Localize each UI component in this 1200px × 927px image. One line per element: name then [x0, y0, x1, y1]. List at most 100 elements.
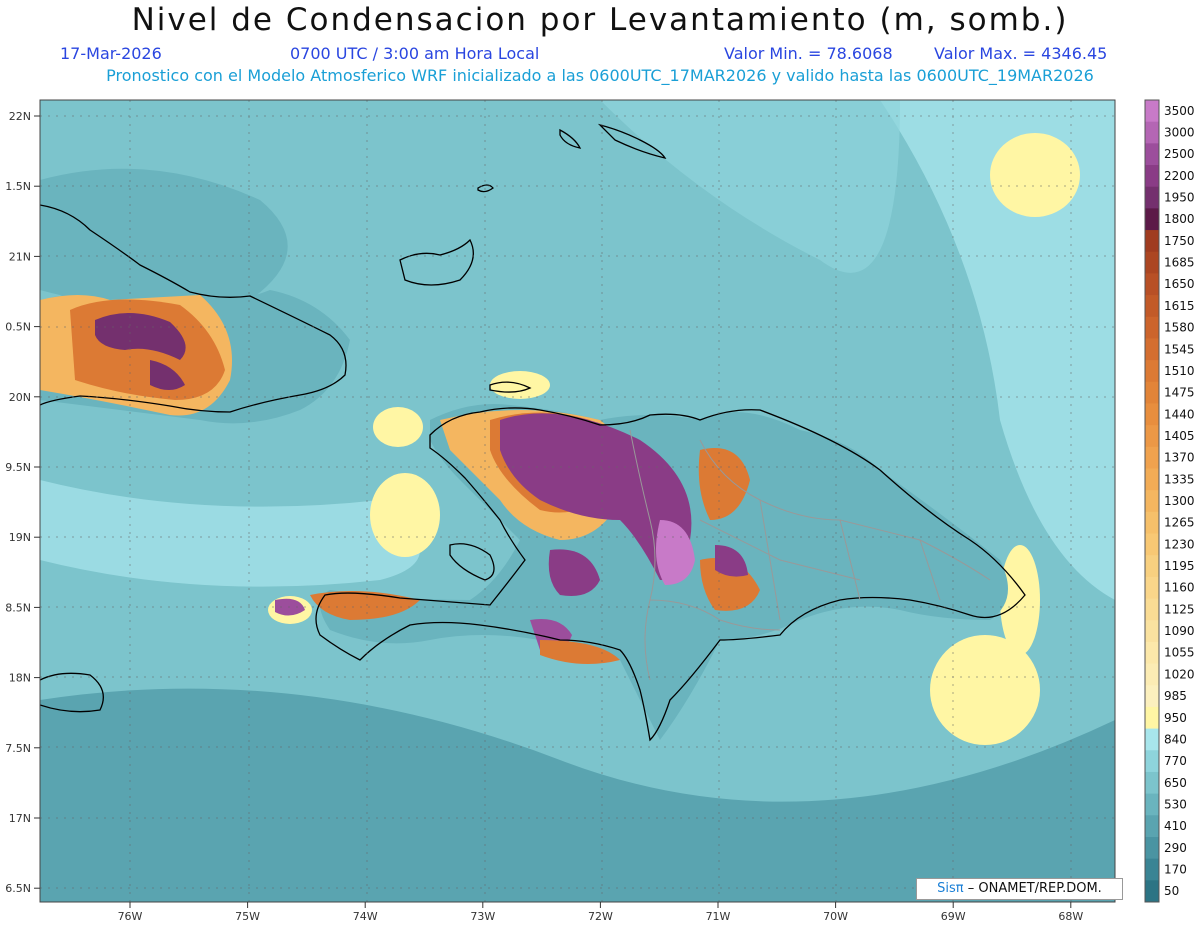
- lat-tick-label: 22N: [9, 110, 31, 123]
- colorbar-swatch: [1145, 880, 1159, 903]
- colorbar-swatch: [1145, 425, 1159, 448]
- lat-tick-label: 17N: [9, 812, 31, 825]
- gridlines: [40, 100, 1115, 902]
- colorbar-swatch: [1145, 121, 1159, 144]
- caicos-west-coastline: [559, 128, 582, 149]
- shaded-field: [40, 100, 1115, 902]
- colorbar-label: 2200: [1164, 169, 1195, 183]
- colorbar-label: 1615: [1164, 299, 1195, 313]
- colorbar-swatch: [1145, 728, 1159, 751]
- border-province-4: [919, 539, 941, 601]
- colorbar-label: 1370: [1164, 451, 1195, 465]
- colorbar-swatch: [1145, 750, 1159, 773]
- lat-tick-label: 19N: [9, 531, 31, 544]
- coastlines: [40, 123, 1026, 742]
- colorbar-swatch: [1145, 598, 1159, 621]
- colorbar-swatch: [1145, 165, 1159, 188]
- colorbar-swatch: [1145, 338, 1159, 361]
- credit-text: – ONAMET/REP.DOM.: [967, 881, 1102, 896]
- purple-patch-sw: [548, 549, 600, 596]
- colorbar-swatch: [1145, 858, 1159, 881]
- colorbar-swatch: [1145, 793, 1159, 816]
- south-coast-orange: [540, 640, 620, 664]
- yellow-patch-ne: [990, 133, 1080, 217]
- colorbar-label: 1230: [1164, 537, 1195, 551]
- mayaguana-coastline: [477, 184, 494, 193]
- colorbar-swatch: [1145, 403, 1159, 426]
- colorbar-label: 1545: [1164, 342, 1195, 356]
- colorbar-label: 1335: [1164, 472, 1195, 486]
- longitude-axis: 76W 75W 74W 73W 72W 71W 70W 69W 68W: [118, 902, 1083, 923]
- yellow-patch-se: [930, 635, 1040, 745]
- colorbar-label: 1650: [1164, 277, 1195, 291]
- colorbar-swatch: [1145, 316, 1159, 339]
- border-province-1: [699, 439, 991, 581]
- colorbar-swatch: [1145, 620, 1159, 643]
- colorbar-swatch: [1145, 381, 1159, 404]
- cuba-purple-area: [95, 312, 186, 360]
- colorbar-label: 1475: [1164, 386, 1195, 400]
- colorbar-swatch: [1145, 533, 1159, 556]
- colorbar-swatch: [1145, 295, 1159, 318]
- colorbar-swatch: [1145, 511, 1159, 535]
- central-purple-area: [500, 413, 692, 580]
- colorbar-label: 1510: [1164, 364, 1195, 378]
- orange-patch-cordillera: [698, 448, 750, 520]
- lat-tick-label: 7.5N: [5, 742, 31, 755]
- border-province-6: [649, 599, 781, 631]
- tortuga-coastline: [489, 381, 532, 393]
- lon-tick-label: 72W: [588, 910, 613, 923]
- latitude-axis: 22N 1.5N 21N 0.5N 20N 9.5N 19N 8.5N 18N 7.5N 17N 6.…: [5, 110, 40, 895]
- cuba-purple-area-2: [150, 360, 185, 390]
- colorbar-swatch: [1145, 100, 1159, 123]
- gonave-coastline: [449, 543, 495, 581]
- colorbar-label: 1265: [1164, 516, 1195, 530]
- tiburon-orange-area: [310, 591, 420, 620]
- colorbar-swatch: [1145, 555, 1159, 578]
- colorbar: 3500 3000 2500 2200 1950 1800 1750 1685 1650 1615…: [1144, 99, 1195, 903]
- colorbar-label: 770: [1164, 754, 1187, 768]
- colorbar-label: 2500: [1164, 147, 1195, 161]
- lon-tick-label: 68W: [1058, 910, 1083, 923]
- yellow-patch-gonave: [370, 473, 440, 557]
- colorbar-label: 1160: [1164, 581, 1195, 595]
- colorbar-label: 1020: [1164, 667, 1195, 681]
- colorbar-label: 3000: [1164, 126, 1195, 140]
- lon-tick-label: 75W: [235, 910, 260, 923]
- lat-tick-label: 1.5N: [5, 180, 31, 193]
- colorbar-label: 1125: [1164, 602, 1195, 616]
- deep-sea-south: [40, 688, 1115, 902]
- colorbar-label: 1090: [1164, 624, 1195, 638]
- light-sea-west: [40, 480, 420, 587]
- colorbar-swatch: [1145, 186, 1159, 209]
- lon-tick-label: 69W: [941, 910, 966, 923]
- colorbar-label: 985: [1164, 689, 1187, 703]
- forecast-info-line: Pronostico con el Modelo Atmosferico WRF…: [106, 66, 1094, 85]
- colorbar-label: 1300: [1164, 494, 1195, 508]
- colorbar-label: 530: [1164, 797, 1187, 811]
- lon-tick-label: 73W: [470, 910, 495, 923]
- colorbar-swatch: [1145, 815, 1159, 838]
- colorbar-swatch: [1145, 230, 1159, 253]
- colorbar-frame: [1144, 99, 1160, 903]
- colorbar-label: 950: [1164, 711, 1187, 725]
- colorbar-swatch: [1145, 663, 1159, 686]
- hispaniola-coastline: [315, 407, 1026, 742]
- lat-tick-label: 0.5N: [5, 321, 31, 334]
- colorbar-swatch: [1145, 251, 1159, 274]
- yellow-patch-gulf: [373, 407, 423, 447]
- colorbar-label: 50: [1164, 884, 1179, 898]
- cuba-coastline: [40, 204, 347, 413]
- colorbar-swatch: [1145, 706, 1159, 730]
- map-title: Nivel de Condensacion por Levantamiento …: [131, 2, 1069, 38]
- lon-tick-label: 76W: [118, 910, 143, 923]
- colorbar-label: 1750: [1164, 234, 1195, 248]
- colorbar-swatch: [1145, 360, 1159, 383]
- purple-patch-east: [715, 545, 748, 577]
- colorbar-swatch: [1145, 143, 1159, 166]
- colorbar-label: 840: [1164, 732, 1187, 746]
- colorbar-swatch: [1145, 685, 1159, 708]
- lat-tick-label: 20N: [9, 391, 31, 404]
- colorbar-label: 290: [1164, 841, 1187, 855]
